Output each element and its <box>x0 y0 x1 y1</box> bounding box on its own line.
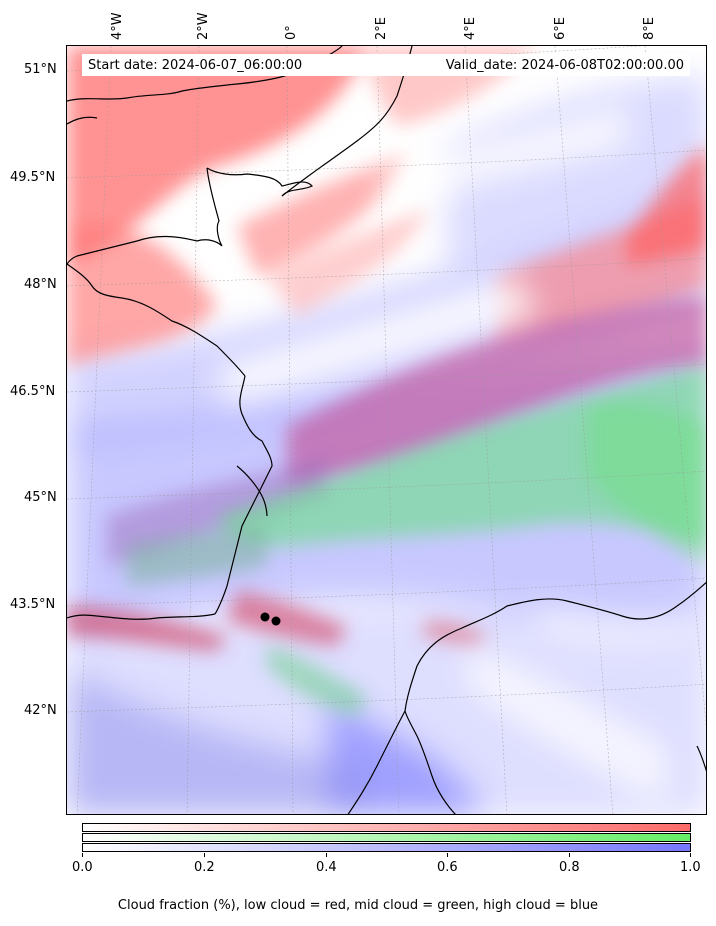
colorbar-tick-mark <box>569 853 570 857</box>
location-marker-1 <box>260 612 270 622</box>
lon-label-4w: 4°W <box>110 12 125 40</box>
colorbar-tick-1: 1.0 <box>680 860 701 875</box>
date-header: Start date: 2024-06-07_06:00:00 Valid_da… <box>82 54 690 76</box>
colorbar-tick-mark <box>690 853 691 857</box>
colorbar-tick-0: 0.0 <box>72 860 93 875</box>
colorbar-tick-mark <box>447 853 448 857</box>
clear-sky-areas <box>217 106 706 806</box>
cloud-map-svg <box>67 46 706 814</box>
cloud-map <box>66 45 707 815</box>
lon-label-8e: 8°E <box>642 17 657 40</box>
location-markers <box>260 612 281 626</box>
low-mid-cloud-layer <box>107 296 706 566</box>
lon-label-2e: 2°E <box>374 17 389 40</box>
lat-label-42n: 42°N <box>24 703 57 718</box>
location-marker-2 <box>271 616 281 626</box>
colorbar-mid-cloud <box>82 833 691 842</box>
colorbar-tick-mark <box>204 853 205 857</box>
colorbar-tick-0-8: 0.8 <box>559 860 580 875</box>
colorbar-tick-0-2: 0.2 <box>194 860 215 875</box>
start-date-label: Start date: 2024-06-07_06:00:00 <box>88 58 303 73</box>
lat-label-43-5n: 43.5°N <box>10 597 56 612</box>
colorbar-tick-mark <box>82 853 83 857</box>
lat-label-46-5n: 46.5°N <box>10 384 56 399</box>
colorbar-caption: Cloud fraction (%), low cloud = red, mid… <box>117 898 599 913</box>
lat-label-49-5n: 49.5°N <box>10 170 56 185</box>
colorbar-low-cloud <box>82 823 691 832</box>
lon-label-0: 0° <box>284 25 299 40</box>
colorbar-high-cloud <box>82 843 691 852</box>
valid-date-label: Valid_date: 2024-06-08T02:00:00.00 <box>445 58 684 73</box>
colorbar-tick-0-6: 0.6 <box>437 860 458 875</box>
lon-label-2w: 2°W <box>196 12 211 40</box>
lon-label-4e: 4°E <box>463 17 478 40</box>
graticule <box>67 46 706 814</box>
lat-label-45n: 45°N <box>24 490 57 505</box>
colorbar-tick-0-4: 0.4 <box>316 860 337 875</box>
lat-label-48n: 48°N <box>24 277 57 292</box>
lon-label-6e: 6°E <box>553 17 568 40</box>
lat-label-51n: 51°N <box>24 62 57 77</box>
colorbar-tick-mark <box>326 853 327 857</box>
